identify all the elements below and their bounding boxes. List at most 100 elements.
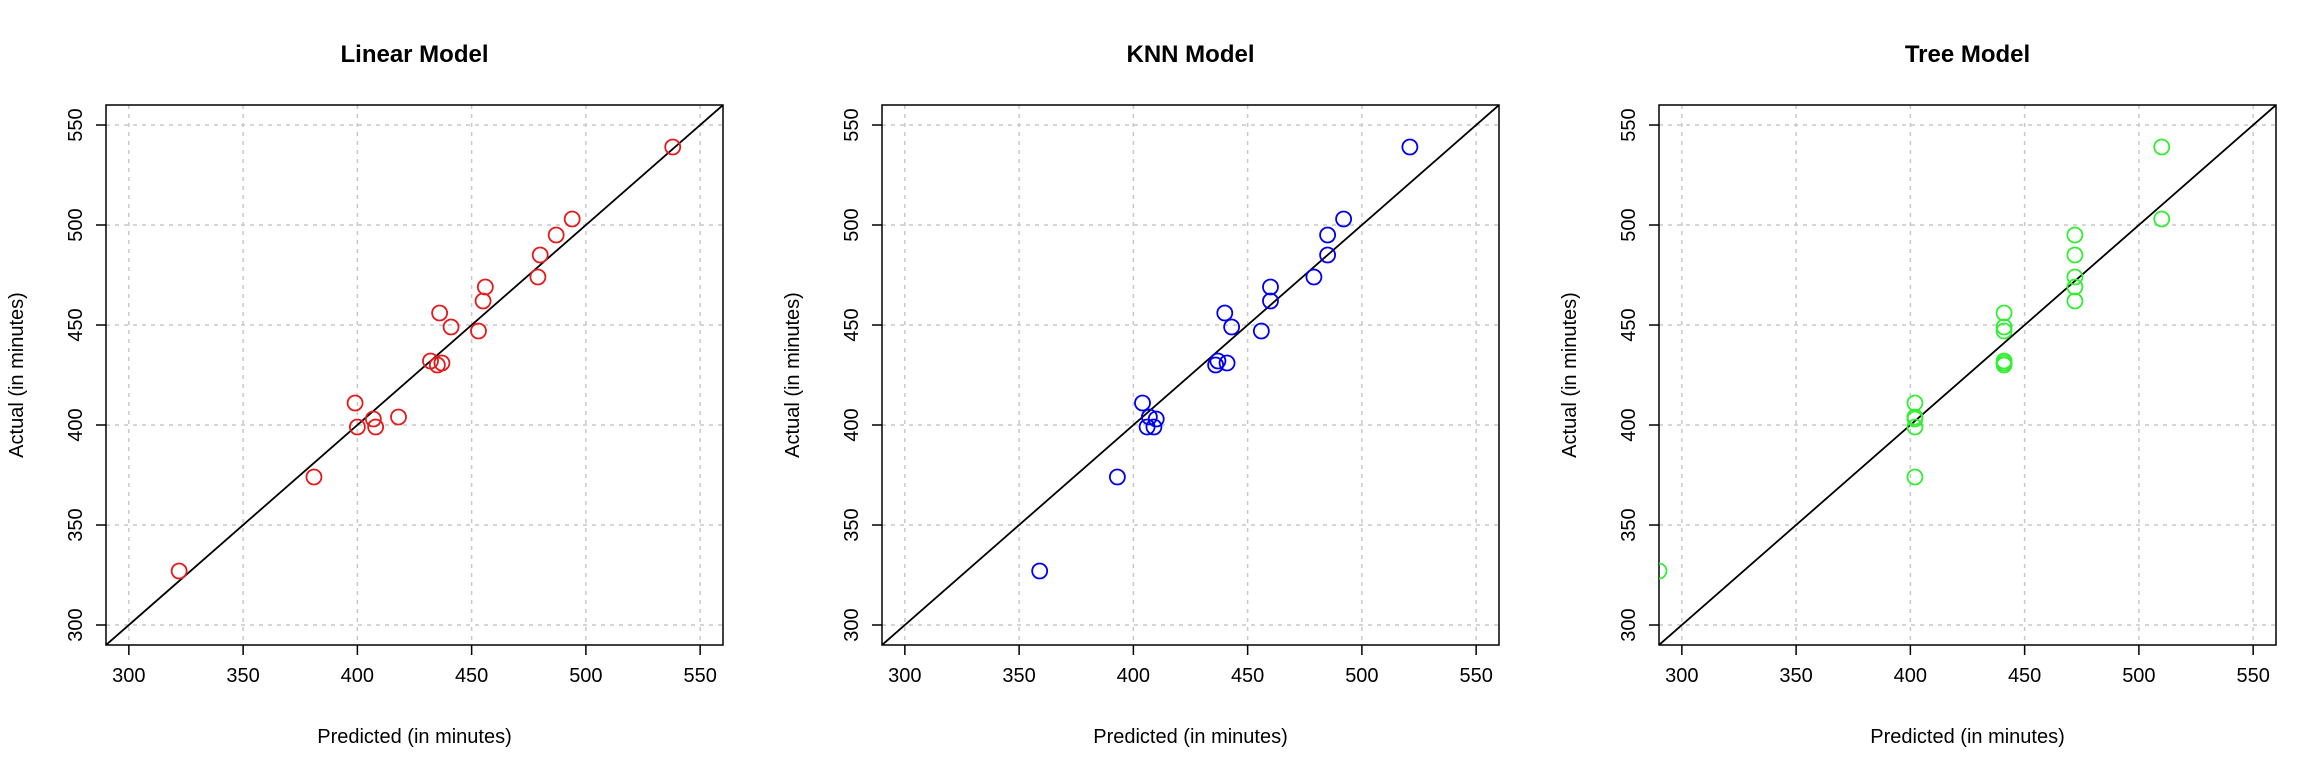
plot-content <box>882 105 1499 645</box>
y-tick-label: 300 <box>65 608 87 641</box>
data-point <box>1262 278 1279 296</box>
data-point <box>547 226 565 244</box>
x-tick-label: 400 <box>1117 665 1150 687</box>
y-tick-label: 350 <box>841 508 863 541</box>
data-point <box>529 268 547 286</box>
y-tick-label: 300 <box>841 608 863 641</box>
x-tick-label: 350 <box>226 665 259 687</box>
x-tick-label: 450 <box>455 665 488 687</box>
data-point <box>1995 318 2013 336</box>
y-axis-label: Actual (in minutes) <box>6 292 28 458</box>
y-tick-label: 450 <box>65 308 87 341</box>
data-point <box>2066 268 2084 286</box>
data-point <box>348 418 366 436</box>
plot-frame <box>1658 104 2277 646</box>
x-tick-label: 550 <box>1459 665 1492 687</box>
plot-content <box>1659 105 2276 645</box>
data-point <box>1223 318 1241 336</box>
x-axis-label: Predicted (in minutes) <box>1870 726 2065 748</box>
y-tick-label: 350 <box>65 508 87 541</box>
data-point <box>1906 408 1924 426</box>
x-tick-label: 400 <box>341 665 374 687</box>
x-tick-label: 300 <box>1665 665 1698 687</box>
data-point <box>1207 356 1225 374</box>
data-point <box>1218 354 1236 372</box>
data-point <box>1319 246 1337 264</box>
data-point <box>1659 562 1668 580</box>
data-point <box>1995 322 2013 340</box>
data-point <box>1216 304 1234 322</box>
y-tick-label: 550 <box>1618 108 1640 141</box>
data-point <box>563 210 581 228</box>
plot-frame <box>105 104 724 646</box>
chart-title: KNN Model <box>1127 41 1255 68</box>
x-tick-label: 500 <box>569 665 602 687</box>
data-point <box>390 408 407 426</box>
x-tick-label: 350 <box>1002 665 1035 687</box>
data-point <box>531 246 549 264</box>
reference-line <box>882 105 1499 645</box>
x-tick-label: 550 <box>683 665 716 687</box>
x-axis-label: Predicted (in minutes) <box>1093 726 1288 748</box>
data-point <box>474 292 492 310</box>
data-point <box>170 562 188 580</box>
data-point <box>1252 322 1270 340</box>
x-axis-label: Predicted (in minutes) <box>317 726 512 748</box>
data-point <box>1906 418 1924 436</box>
data-point <box>442 318 460 336</box>
data-point <box>1906 394 1924 412</box>
chart-title: Tree Model <box>1905 41 2030 68</box>
x-tick-label: 300 <box>888 665 921 687</box>
y-axis-label: Actual (in minutes) <box>1559 292 1581 458</box>
x-tick-label: 450 <box>2008 665 2041 687</box>
y-tick-label: 550 <box>841 108 863 141</box>
y-tick-label: 400 <box>841 408 863 441</box>
plot-frame <box>881 104 1500 646</box>
data-point <box>1335 210 1353 228</box>
chart-panel-3: 300 350 400 450 500 550 300 350 400 450 500 550 Tree… <box>1559 41 2277 748</box>
data-point <box>364 410 382 428</box>
data-point <box>346 394 364 412</box>
chart-panel-2: 300 350 400 450 500 550 300 350 400 450 500 550 KNN … <box>782 41 1500 748</box>
data-point <box>2066 278 2084 296</box>
data-point <box>664 138 682 156</box>
chart-panel-1: 300 350 400 450 500 550 300 350 400 450 500 550 Line… <box>6 41 724 748</box>
x-tick-label: 400 <box>1894 665 1927 687</box>
y-tick-label: 400 <box>65 408 87 441</box>
y-tick-label: 500 <box>841 208 863 241</box>
data-point <box>1140 408 1158 426</box>
data-point <box>2066 226 2084 244</box>
data-point <box>1401 138 1419 156</box>
x-tick-label: 500 <box>2122 665 2155 687</box>
data-point <box>431 304 449 322</box>
x-tick-label: 450 <box>1231 665 1264 687</box>
plot-content <box>106 105 723 645</box>
x-tick-label: 500 <box>1345 665 1378 687</box>
data-point <box>2066 246 2084 264</box>
y-tick-label: 500 <box>1618 208 1640 241</box>
data-point <box>1305 268 1323 286</box>
y-tick-label: 550 <box>65 108 87 141</box>
x-tick-label: 550 <box>2236 665 2269 687</box>
y-tick-label: 450 <box>841 308 863 341</box>
data-point <box>1995 352 2013 370</box>
data-point <box>1995 304 2013 322</box>
reference-line <box>106 105 723 645</box>
data-point <box>1108 468 1126 486</box>
data-point <box>1262 292 1279 310</box>
y-tick-label: 500 <box>65 208 87 241</box>
x-tick-label: 300 <box>112 665 145 687</box>
data-point <box>433 354 451 372</box>
y-tick-label: 400 <box>1618 408 1640 441</box>
data-point <box>476 278 494 296</box>
y-axis-label: Actual (in minutes) <box>782 292 804 458</box>
data-point <box>1031 562 1049 580</box>
y-tick-label: 350 <box>1618 508 1640 541</box>
y-tick-label: 450 <box>1618 308 1640 341</box>
data-point <box>367 418 385 436</box>
data-point <box>305 468 323 486</box>
data-point <box>1145 418 1163 436</box>
chart-title: Linear Model <box>340 41 488 68</box>
data-point <box>1906 468 1924 486</box>
